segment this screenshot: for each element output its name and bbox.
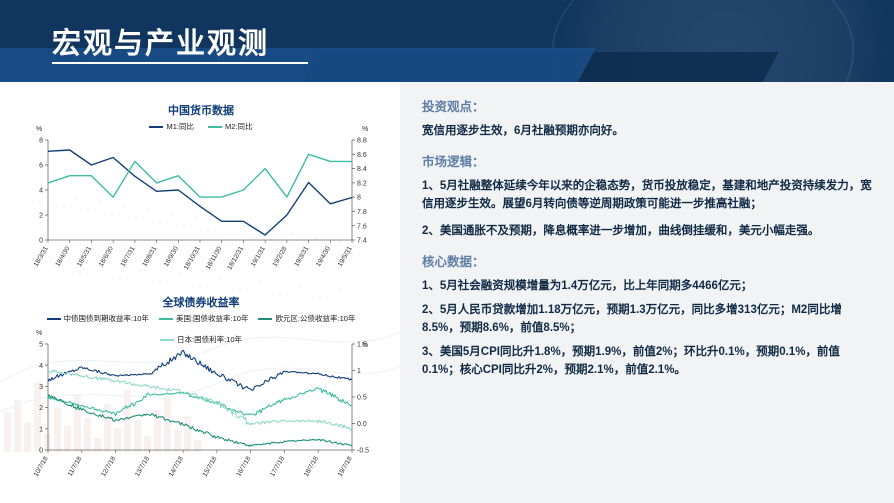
svg-text:18/8/31: 18/8/31 (141, 245, 158, 268)
world-map-background (0, 196, 400, 452)
svg-text:3: 3 (39, 384, 43, 391)
legend-line-icon (208, 125, 222, 128)
svg-text:0.5: 0.5 (357, 395, 367, 402)
svg-text:19/4/30: 19/4/30 (315, 245, 332, 268)
chart1-plot: 0 2 4 6 8 7.4 7.6 7.8 8 8.2 8.4 8.6 8.8 18/3/31 18/4/3… (33, 138, 367, 272)
svg-text:19/3/31: 19/3/31 (293, 245, 310, 268)
svg-text:1: 1 (357, 368, 361, 375)
svg-text:16/7/18: 16/7/18 (235, 455, 252, 478)
svg-text:19/2/28: 19/2/28 (272, 245, 289, 268)
investment-view-heading: 投资观点： (422, 100, 485, 114)
legend-line-icon (159, 338, 174, 341)
svg-text:18/3/31: 18/3/31 (33, 245, 50, 268)
svg-text:4: 4 (39, 363, 43, 370)
chart2-legend-item-2: 欧元区:公债收益率:10年 (258, 313, 355, 324)
svg-text:1: 1 (39, 426, 43, 433)
svg-text:7.4: 7.4 (357, 238, 367, 245)
svg-text:18/12/31: 18/12/31 (226, 245, 245, 271)
chart1-right-unit: % (362, 126, 369, 133)
svg-text:8: 8 (39, 138, 43, 145)
svg-text:8.2: 8.2 (357, 180, 367, 187)
market-logic-item-0: 1、5月社融整体延续今年以来的企稳态势，货币投放稳定，基建和地产投资持续发力，宽… (422, 179, 872, 210)
chart2-right-unit: % (362, 342, 369, 349)
core-data-item-1: 2、5月人民币贷款增加1.18万亿元，预期1.3万亿元，同比多增313亿元；M2… (422, 304, 842, 334)
chart2-legend-item-1: 美国:国债收益率:10年 (158, 313, 249, 324)
chart2-legend-label-0: 中债国债到期收益率:10年 (63, 314, 149, 323)
svg-text:8.4: 8.4 (357, 166, 367, 173)
investment-view-text: 宽信用逐步生效，6月社融预期亦向好。 (422, 125, 624, 137)
svg-text:14/7/18: 14/7/18 (168, 455, 185, 478)
svg-text:18/11/30: 18/11/30 (205, 245, 224, 271)
chart-global-bond-yields: 全球债券收益率 中债国债到期收益率:10年 美国:国债收益率:10年 欧元区:公… (10, 294, 392, 494)
svg-text:18/5/31: 18/5/31 (76, 245, 93, 268)
svg-text:2: 2 (39, 213, 43, 220)
market-logic-heading: 市场逻辑： (422, 154, 485, 169)
chart2-left-unit: % (36, 330, 43, 337)
core-data-item-2: 3、美国5月CPI同比升1.8%，预期1.9%，前值2%；环比升0.1%，预期0… (422, 345, 840, 376)
svg-text:8.6: 8.6 (357, 152, 367, 159)
chart2-plot: 0 1 2 3 4 5 -0.5 0.0 0.5 1 1.5 10/7/18 11/7/18 12/7/1… (33, 342, 369, 478)
svg-text:1.5: 1.5 (357, 342, 367, 349)
svg-text:8: 8 (357, 195, 361, 202)
chart2-title: 全球债券收益率 (162, 297, 240, 309)
svg-text:12/7/18: 12/7/18 (100, 455, 117, 478)
commentary-panel: 投资观点： 宽信用逐步生效，6月社融预期亦向好。 市场逻辑： 1、5月社融整体延… (400, 82, 894, 503)
legend-line-icon (158, 317, 173, 320)
core-data-heading: 核心数据： (422, 255, 485, 270)
svg-text:6: 6 (39, 163, 43, 170)
chart-china-money-data: 中国货币数据 M1:同比 M2:同比 % % 0 2 4 6 8 7.4 7.6 7.8 8 8.… (10, 102, 392, 282)
legend-line-icon (46, 317, 61, 320)
svg-text:11/7/18: 11/7/18 (67, 455, 84, 477)
svg-text:15/7/18: 15/7/18 (202, 455, 219, 478)
svg-text:19/5/31: 19/5/31 (337, 245, 354, 268)
svg-text:17/7/18: 17/7/18 (269, 455, 286, 478)
chart2-legend: 中债国债到期收益率:10年 美国:国债收益率:10年 欧元区:公债收益率:10年… (10, 313, 392, 345)
chart2-legend-item-3: 日本:国债利率:10年 (159, 334, 242, 345)
svg-text:10/7/18: 10/7/18 (33, 455, 50, 478)
chart2-legend-item-0: 中债国债到期收益率:10年 (46, 313, 149, 324)
chart2-legend-label-1: 美国:国债收益率:10年 (175, 314, 249, 323)
legend-line-icon (258, 317, 273, 320)
svg-text:8.8: 8.8 (357, 138, 367, 145)
svg-text:19/7/18: 19/7/18 (337, 455, 354, 478)
svg-text:18/9/30: 18/9/30 (163, 245, 180, 268)
svg-text:0.0: 0.0 (357, 421, 367, 428)
svg-text:13/7/18: 13/7/18 (134, 455, 151, 478)
chart1-legend: M1:同比 M2:同比 (10, 121, 392, 132)
page-title: 宏观与产业观测 (52, 28, 270, 60)
core-data-item-0: 1、5月社会融资规模增量为1.4万亿元，比上年同期多4466亿元； (422, 280, 753, 293)
slide-header (0, 0, 894, 82)
chart1-legend-item-1: M2:同比 (208, 121, 253, 132)
charts-panel: 中国货币数据 M1:同比 M2:同比 % % 0 2 4 6 8 7.4 7.6 7.8 8 8.… (0, 82, 400, 503)
svg-text:18/4/30: 18/4/30 (54, 245, 71, 268)
svg-text:18/10/31: 18/10/31 (183, 245, 202, 271)
chart1-title: 中国货币数据 (168, 105, 234, 117)
chart1-legend-item-0: M1:同比 (149, 121, 194, 132)
chart1-left-unit: % (36, 126, 43, 133)
svg-text:19/1/31: 19/1/31 (250, 245, 267, 268)
legend-line-icon (149, 125, 164, 128)
chart2-legend-label-2: 欧元区:公债收益率:10年 (275, 314, 356, 323)
svg-text:0: 0 (39, 238, 43, 245)
svg-text:7.8: 7.8 (357, 209, 367, 216)
chart1-legend-label-1: M2:同比 (225, 122, 253, 131)
svg-text:-0.5: -0.5 (357, 448, 369, 455)
chart2-legend-label-3: 日本:国债利率:10年 (176, 335, 242, 344)
svg-text:4: 4 (39, 188, 43, 195)
title-underline (52, 62, 308, 64)
svg-text:7.6: 7.6 (357, 223, 367, 230)
svg-text:18/7/31: 18/7/31 (120, 245, 137, 268)
svg-text:18/6/30: 18/6/30 (98, 245, 115, 268)
svg-text:2: 2 (39, 405, 43, 412)
svg-text:5: 5 (39, 342, 43, 349)
chart1-legend-label-0: M1:同比 (166, 122, 194, 131)
svg-text:0: 0 (39, 448, 43, 455)
svg-text:18/7/18: 18/7/18 (303, 455, 320, 478)
market-logic-item-1: 2、美国通胀不及预期，降息概率进一步增加，曲线倒挂缓和，美元小幅走强。 (422, 225, 820, 238)
